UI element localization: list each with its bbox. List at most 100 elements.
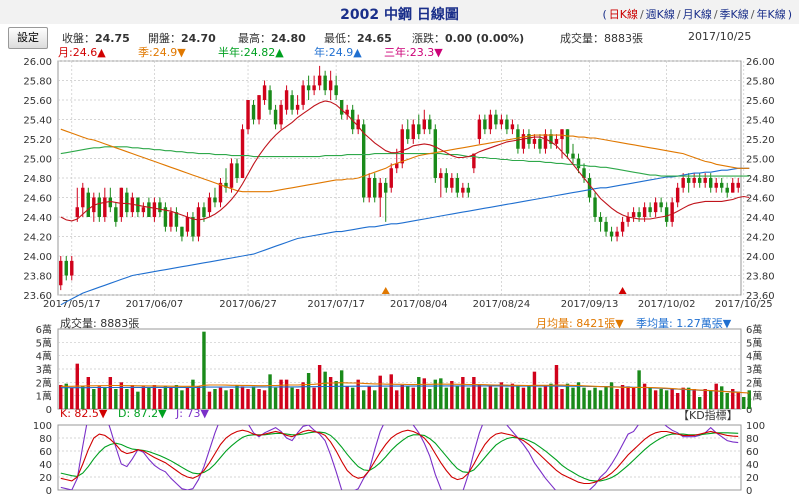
volume-bar (114, 389, 118, 409)
volume-bar (461, 377, 465, 409)
period-link-quarterly[interactable]: 季K線 (719, 8, 749, 21)
volume-bar (97, 386, 102, 409)
kd-indicator-label: KD指標 (689, 409, 727, 422)
volume-bar (356, 379, 360, 409)
kd-tick-label-left: 100 (33, 421, 52, 432)
price-tick-label-left: 23.80 (23, 272, 52, 283)
candle-body (191, 217, 195, 237)
period-link-yearly[interactable]: 年K線 (756, 8, 786, 21)
volume-bar (279, 379, 283, 409)
candle-body (505, 119, 509, 130)
period-link-weekly[interactable]: 週K線 (645, 8, 675, 21)
volume-tick-label-right: 5萬 (746, 336, 762, 349)
candle-body (268, 90, 272, 110)
price-tick-label-right: 25.40 (746, 116, 775, 127)
kd-tick-label-left: 60 (39, 447, 52, 458)
candle-body (356, 119, 360, 130)
volume-bar (742, 397, 746, 409)
candle-body (582, 168, 586, 178)
price-tick-label-right: 24.00 (746, 252, 775, 263)
candle-body (604, 221, 608, 232)
volume-bar (554, 365, 559, 409)
candle-body (306, 85, 311, 91)
period-link-daily[interactable]: 日K線 (608, 8, 638, 21)
candle-body (494, 114, 498, 125)
price-tick-label-left: 24.20 (23, 233, 52, 244)
candle-body (422, 119, 426, 130)
candle-body (609, 231, 614, 237)
volume-tick-label-right: 3萬 (746, 363, 762, 376)
volume-bar (141, 386, 146, 409)
candle-body (406, 129, 410, 139)
signal-marker (618, 287, 627, 294)
period-link-monthly[interactable]: 月K線 (682, 8, 712, 21)
volume-bar (185, 387, 190, 409)
volume-bar (631, 387, 636, 409)
candle-body (257, 95, 261, 120)
kd-panel-frame (57, 424, 742, 491)
price-tick-label-left: 23.60 (23, 291, 52, 302)
candle-body (736, 182, 740, 188)
candle-body (439, 173, 443, 178)
volume-bar (395, 390, 399, 409)
candle-body (516, 129, 520, 149)
candle-body (697, 178, 702, 183)
date-tick-label: 2017/06/27 (219, 299, 277, 310)
price-tick-label-right: 25.20 (746, 135, 775, 146)
candle-body (119, 187, 124, 217)
change-value: 0.00 (0.00%) (445, 32, 525, 45)
kd-tick-label-right: 100 (746, 421, 765, 432)
volume-bar (675, 393, 680, 409)
volume-value: 8883張 (604, 32, 643, 45)
kd-indicator-button[interactable]: 【KD指標】 (678, 409, 738, 422)
candle-body (75, 207, 79, 217)
volume-bar (361, 390, 366, 409)
volume-bar (350, 387, 355, 409)
candle-body (720, 182, 724, 188)
candle-body (686, 178, 691, 183)
candle-body (576, 158, 581, 169)
kd-tick-label-right: 60 (746, 447, 759, 458)
price-tick-label-left: 24.80 (23, 174, 52, 185)
price-tick-label-right: 24.60 (746, 194, 775, 205)
candle-body (400, 129, 404, 164)
candle-body (103, 197, 107, 217)
date-tick-label: 2017/10/25 (715, 299, 773, 310)
candle-body (598, 217, 603, 222)
volume-bar (703, 389, 707, 409)
candle-body (466, 187, 471, 193)
volume-bar (328, 377, 333, 409)
candle-body (521, 134, 526, 149)
settings-button[interactable]: 設定 (8, 27, 48, 49)
price-tick-label-right: 23.80 (746, 272, 775, 283)
volume-bar (664, 390, 669, 409)
volume-tick-label-right: 2萬 (746, 376, 762, 389)
price-tick-label-left: 25.40 (23, 116, 52, 127)
kd-tick-label-left: 80 (39, 434, 52, 445)
candle-body (158, 202, 162, 213)
volume-bar (207, 391, 212, 409)
volume-bar (593, 387, 597, 409)
candle-body (626, 217, 630, 222)
candle-body (681, 178, 685, 188)
candle-body (670, 202, 674, 222)
candle-body (731, 182, 735, 193)
volume-bar (295, 389, 300, 409)
volume-tick-label-right: 0 (746, 405, 752, 416)
volume-bar (615, 389, 619, 409)
candle-body (317, 75, 322, 86)
candle-body (262, 85, 267, 100)
volume-tick-label-left: 6萬 (36, 323, 52, 336)
price-tick-label-right: 24.40 (746, 213, 775, 224)
quote-volume: 成交量：8883張 (560, 30, 643, 46)
price-tick-label-left: 24.60 (23, 194, 52, 205)
candle-body (455, 178, 460, 193)
candle-body (273, 109, 278, 125)
volume-bar (136, 391, 140, 409)
volume-tick-label-right: 6萬 (746, 323, 762, 336)
volume-bar (119, 382, 124, 409)
volume-bar (747, 390, 751, 409)
volume-bar (290, 387, 294, 409)
volume-bar (659, 389, 663, 409)
candle-body (637, 212, 641, 217)
